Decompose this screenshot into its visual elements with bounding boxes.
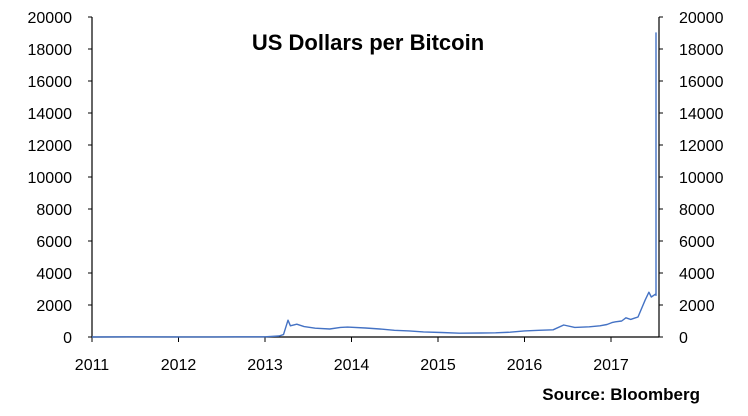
y-tick-label-left: 8000 bbox=[36, 202, 72, 219]
x-tick-label: 2011 bbox=[75, 357, 110, 374]
x-tick-label: 2012 bbox=[161, 357, 197, 374]
y-axis-left-labels: 0 2000 4000 6000 8000 10000 12000 14000 16000 180… bbox=[28, 10, 73, 347]
y-tick-label-right: 16000 bbox=[679, 74, 724, 91]
y-tick-label-right: 12000 bbox=[679, 138, 724, 155]
y-tick-label-left: 6000 bbox=[36, 234, 72, 251]
y-tick-label-right: 10000 bbox=[679, 170, 724, 187]
y-tick-label-left: 0 bbox=[63, 330, 72, 347]
y-tick-label-right: 2000 bbox=[679, 298, 715, 315]
y-tick-label-left: 2000 bbox=[36, 298, 72, 315]
y-tick-label-right: 4000 bbox=[679, 266, 715, 283]
y-tick-label-right: 20000 bbox=[679, 10, 724, 27]
x-tick-label: 2014 bbox=[334, 357, 370, 374]
y-tick-label-left: 16000 bbox=[28, 74, 73, 91]
y-tick-label-right: 18000 bbox=[679, 42, 724, 59]
y-tick-label-right: 14000 bbox=[679, 106, 724, 123]
axis-ticks bbox=[88, 16, 663, 342]
y-tick-label-right: 0 bbox=[679, 330, 688, 347]
y-tick-label-left: 14000 bbox=[28, 106, 73, 123]
y-tick-label-left: 4000 bbox=[36, 266, 72, 283]
y-tick-label-left: 12000 bbox=[28, 138, 73, 155]
x-axis-labels: 2011 2012 2013 2014 2015 2016 2017 bbox=[75, 357, 629, 374]
source-note: Source: Bloomberg bbox=[542, 385, 700, 404]
x-tick-label: 2013 bbox=[247, 357, 283, 374]
x-tick-label: 2016 bbox=[507, 357, 543, 374]
chart-title: US Dollars per Bitcoin bbox=[252, 30, 484, 55]
y-tick-label-right: 6000 bbox=[679, 234, 715, 251]
y-tick-label-right: 8000 bbox=[679, 202, 715, 219]
y-tick-label-left: 18000 bbox=[28, 42, 73, 59]
axes bbox=[91, 17, 660, 338]
x-tick-label: 2017 bbox=[593, 357, 629, 374]
series-line bbox=[91, 32, 657, 338]
series-layer bbox=[91, 32, 657, 338]
y-tick-label-left: 20000 bbox=[28, 10, 73, 27]
x-tick-label: 2015 bbox=[420, 357, 456, 374]
y-tick-label-left: 10000 bbox=[28, 170, 73, 187]
y-axis-right-labels: 0 2000 4000 6000 8000 10000 12000 14000 16000 180… bbox=[679, 10, 724, 347]
